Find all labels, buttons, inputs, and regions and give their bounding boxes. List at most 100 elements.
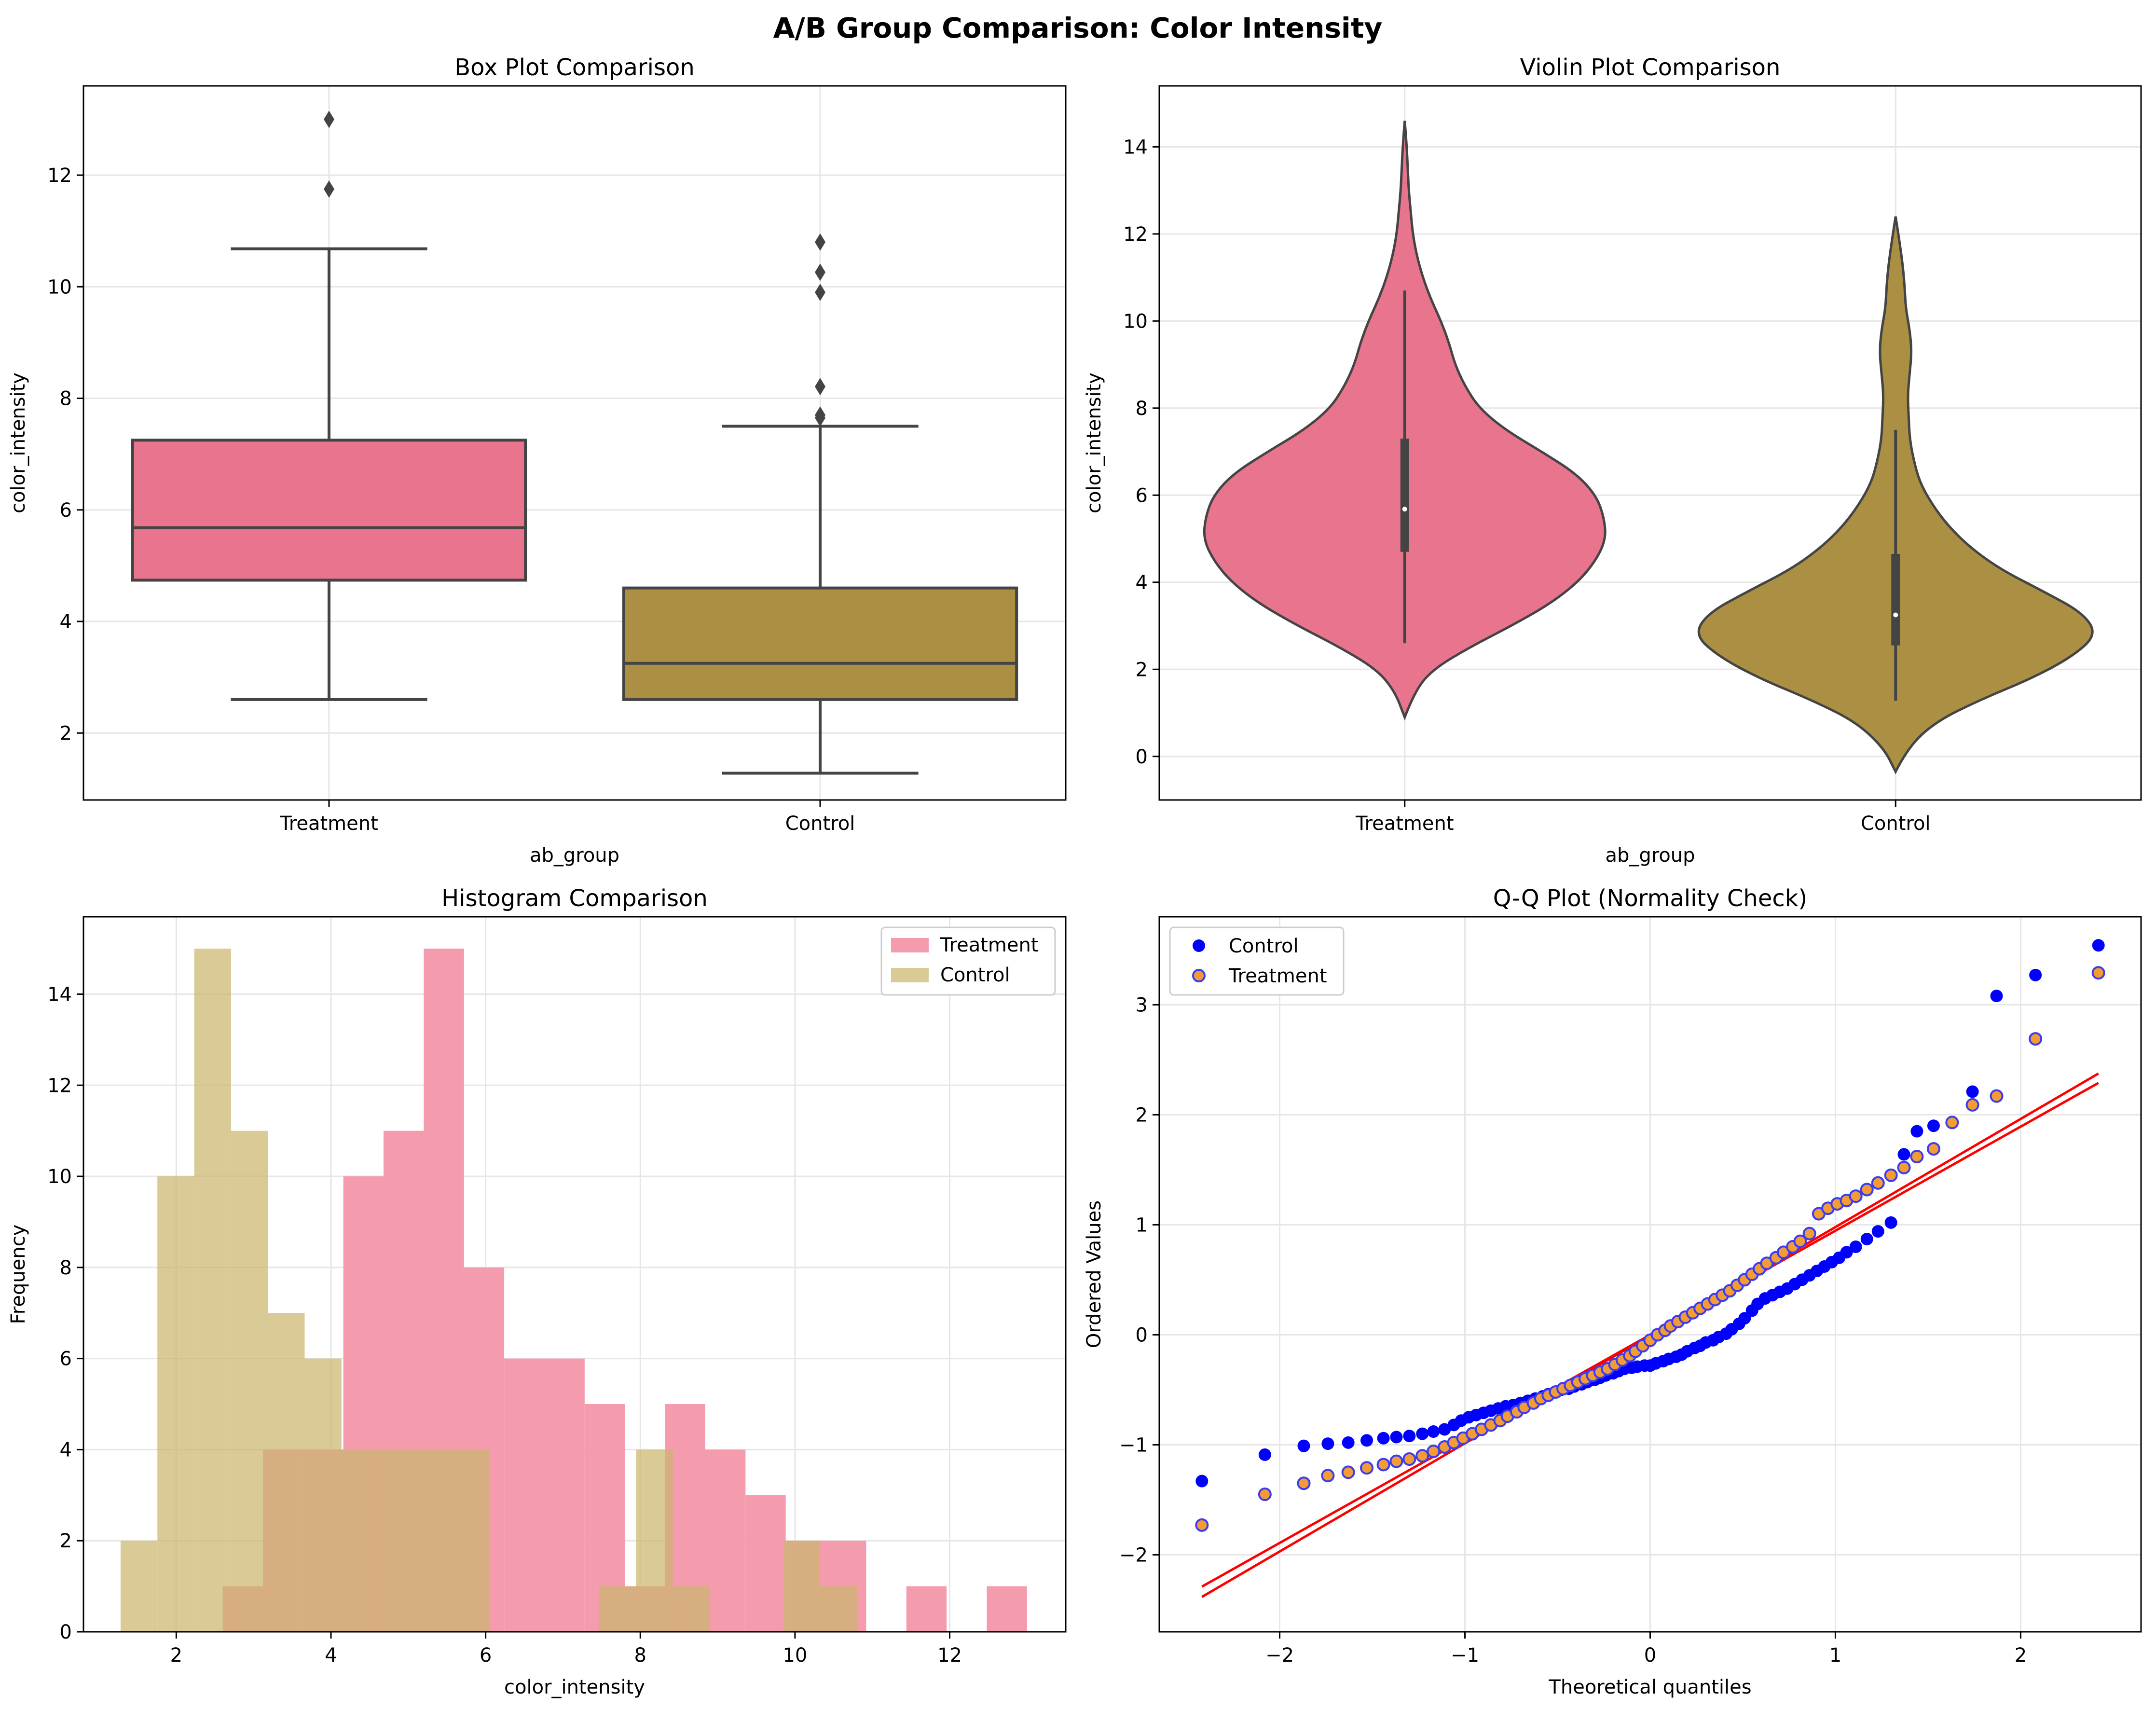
y-tick-label: 4 <box>1136 572 1148 594</box>
y-axis-label: color_intensity <box>1083 372 1105 513</box>
histogram-bar-control <box>783 1541 820 1632</box>
plot-frame <box>82 916 1067 1633</box>
histogram-panel: Histogram Comparison color_intensity Frequ… <box>7 885 1067 1698</box>
y-tick-label: 6 <box>1136 484 1148 507</box>
qq-point-control <box>1258 1448 1271 1461</box>
qq-point-control <box>2029 968 2042 981</box>
y-tick-label: 6 <box>60 1348 72 1370</box>
plot-frame <box>82 85 1067 801</box>
histogram-bar-control <box>157 1176 194 1632</box>
x-tick-label: 0 <box>1644 1644 1656 1667</box>
y-axis-label: Ordered Values <box>1083 1200 1105 1348</box>
x-axis-label: ab_group <box>530 844 619 867</box>
y-tick-label: −1 <box>1119 1434 1148 1456</box>
qq-point-control <box>1966 1085 1979 1098</box>
histogram-bar-control <box>304 1358 342 1632</box>
legend-marker-treatment <box>1192 969 1206 982</box>
violin-iqr-box <box>1891 554 1900 646</box>
x-tick-label: Treatment <box>279 813 378 835</box>
qq-point-treatment <box>1360 1461 1374 1475</box>
histogram-bar-control <box>415 1449 452 1632</box>
histogram-bar-treatment <box>504 1358 545 1632</box>
y-tick-label: 3 <box>1136 994 1148 1016</box>
panel-title: Q-Q Plot (Normality Check) <box>1493 885 1808 912</box>
y-tick-label: 4 <box>60 611 72 633</box>
x-tick-label: −2 <box>1265 1644 1294 1667</box>
qq-point-control <box>1195 1475 1208 1488</box>
qq-point-treatment <box>1415 1449 1429 1463</box>
qq-point-treatment <box>1793 1234 1807 1248</box>
histogram-bar-control <box>194 949 231 1632</box>
histogram-bar-treatment <box>705 1449 746 1632</box>
violin-iqr-box <box>1400 438 1409 552</box>
histogram-bar-treatment <box>906 1586 947 1632</box>
y-tick-label: 8 <box>60 1257 72 1279</box>
x-axis-label: color_intensity <box>504 1676 645 1698</box>
y-tick-label: 10 <box>1123 310 1148 332</box>
y-tick-label: 2 <box>60 722 72 744</box>
y-tick-label: 12 <box>47 165 72 187</box>
y-tick-label: 8 <box>1136 398 1148 420</box>
x-tick-label: 8 <box>634 1644 646 1667</box>
x-tick-label: Treatment <box>1355 813 1454 835</box>
plot-frame <box>1158 85 2142 801</box>
x-tick-label: 12 <box>937 1644 962 1667</box>
x-tick-label: 2 <box>2015 1644 2027 1667</box>
outlier-marker <box>324 180 334 198</box>
x-tick-label: 2 <box>170 1644 182 1667</box>
y-tick-label: 4 <box>60 1439 72 1461</box>
y-tick-label: 2 <box>1136 659 1148 681</box>
qq-point-treatment <box>1910 1150 1924 1164</box>
x-tick-label: 10 <box>783 1644 807 1667</box>
legend-swatch-treatment <box>891 938 929 952</box>
x-tick-label: Control <box>1861 813 1931 835</box>
legend-marker-control <box>1193 939 1205 952</box>
y-tick-label: 8 <box>60 388 72 410</box>
outlier-marker <box>815 263 825 281</box>
qq-point-control <box>1990 990 2003 1003</box>
outlier-marker <box>815 378 825 396</box>
y-tick-label: −2 <box>1119 1544 1148 1566</box>
y-tick-label: 14 <box>1123 136 1148 158</box>
qq-point-treatment <box>2091 966 2105 980</box>
qq-point-control <box>1390 1431 1403 1444</box>
qq-point-control <box>1897 1148 1910 1161</box>
violin-plot-panel: Violin Plot Comparison ab_group color_inte… <box>1083 54 2142 867</box>
qq-plot-panel: Q-Q Plot (Normality Check) Theoretical qu… <box>1083 885 2142 1698</box>
qq-point-treatment <box>1897 1160 1911 1174</box>
qq-point-control <box>2092 939 2105 952</box>
x-axis-label: ab_group <box>1605 844 1695 867</box>
x-axis-label: Theoretical quantiles <box>1548 1676 1751 1698</box>
qq-point-control <box>1849 1240 1862 1253</box>
histogram-bar-treatment <box>745 1495 786 1632</box>
qq-point-treatment <box>1321 1469 1335 1483</box>
panel-title: Histogram Comparison <box>441 885 708 912</box>
qq-point-control <box>1416 1427 1429 1440</box>
panel-title: Box Plot Comparison <box>454 54 695 81</box>
qq-point-control <box>1342 1436 1355 1449</box>
qq-point-treatment <box>1926 1142 1940 1156</box>
qq-point-treatment <box>1945 1116 1959 1130</box>
qq-point-treatment <box>1376 1458 1390 1472</box>
qq-point-control <box>1840 1246 1853 1259</box>
qq-point-control <box>1321 1437 1334 1450</box>
y-tick-label: 2 <box>60 1530 72 1552</box>
histogram-bar-control <box>452 1449 489 1632</box>
y-axis-label: color_intensity <box>7 372 29 513</box>
y-tick-label: 0 <box>60 1621 72 1643</box>
x-tick-label: Control <box>785 813 855 835</box>
violin-median-dot <box>1402 507 1407 512</box>
legend-label: Treatment <box>1228 965 1327 987</box>
qq-point-control <box>1360 1434 1373 1447</box>
legend-label: Control <box>1229 935 1299 957</box>
qq-point-treatment <box>1389 1454 1403 1468</box>
panel-title: Violin Plot Comparison <box>1520 54 1781 81</box>
outlier-marker <box>815 283 825 301</box>
y-tick-label: 0 <box>1136 1324 1148 1346</box>
qq-point-treatment <box>1258 1488 1272 1501</box>
y-tick-label: 10 <box>47 276 72 298</box>
x-tick-label: −1 <box>1451 1644 1479 1667</box>
box-control <box>622 586 1018 701</box>
legend-box <box>1169 926 1345 996</box>
qq-point-control <box>1403 1430 1416 1443</box>
